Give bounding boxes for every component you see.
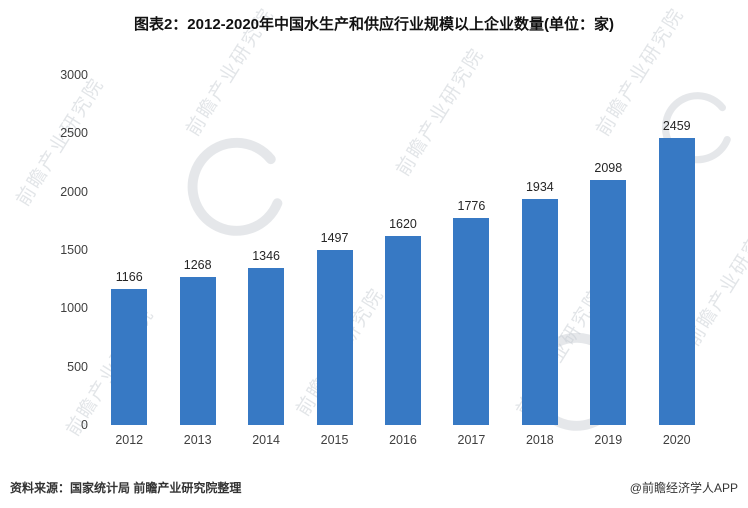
bar-group: 1346 bbox=[232, 75, 300, 425]
x-tick-label: 2013 bbox=[183, 433, 212, 447]
bar bbox=[316, 250, 353, 425]
bar bbox=[248, 267, 285, 425]
bar-group: 2459 bbox=[643, 75, 711, 425]
bar bbox=[521, 199, 558, 425]
bar bbox=[384, 236, 421, 425]
x-tick-label: 2012 bbox=[115, 433, 144, 447]
x-tick-label: 2020 bbox=[662, 433, 691, 447]
bar-value-label: 1620 bbox=[389, 217, 417, 231]
bar-group: 1934 bbox=[506, 75, 574, 425]
bar-value-label: 2459 bbox=[662, 119, 691, 134]
bar-group: 1620 bbox=[369, 75, 437, 425]
x-axis: 2012 2013 2014 2015 2016 2017 2018 2019 2020 bbox=[95, 433, 711, 447]
credit-note: @前瞻经济学人APP bbox=[629, 481, 738, 495]
y-tick-label: 0 bbox=[81, 418, 88, 432]
y-tick-label: 500 bbox=[67, 359, 88, 374]
y-tick-label: 1500 bbox=[60, 243, 88, 257]
bar-group: 1776 bbox=[437, 75, 505, 425]
bar-value-label: 1776 bbox=[457, 198, 486, 213]
y-tick-label: 2000 bbox=[60, 184, 88, 199]
bar bbox=[111, 288, 148, 425]
x-tick-label: 2019 bbox=[594, 433, 623, 447]
x-tick-label: 2017 bbox=[457, 433, 486, 447]
bar bbox=[179, 277, 216, 425]
x-tick-label: 2018 bbox=[525, 433, 554, 447]
y-tick-label: 2500 bbox=[60, 126, 88, 141]
bar-group: 1166 bbox=[95, 75, 163, 425]
bar-value-label: 1934 bbox=[525, 180, 554, 195]
bar bbox=[658, 138, 695, 425]
bar bbox=[453, 217, 490, 425]
bar bbox=[590, 180, 627, 425]
bar-group: 1497 bbox=[300, 75, 368, 425]
bar-value-label: 2098 bbox=[594, 161, 623, 176]
bar-value-label: 1346 bbox=[252, 248, 280, 263]
bar-group: 1268 bbox=[163, 75, 231, 425]
x-tick-label: 2016 bbox=[389, 433, 417, 447]
x-tick-label: 2014 bbox=[252, 433, 280, 447]
chart-title: 图表2：2012-2020年中国水生产和供应行业规模以上企业数量(单位：家) bbox=[133, 16, 615, 33]
bar-value-label: 1268 bbox=[183, 258, 212, 273]
source-note: 资料来源：国家统计局 前瞻产业研究院整理 bbox=[10, 481, 242, 495]
footer: 资料来源：国家统计局 前瞻产业研究院整理 @前瞻经济学人APP bbox=[0, 479, 748, 496]
y-tick-label: 3000 bbox=[60, 68, 88, 82]
bar-value-label: 1166 bbox=[115, 269, 143, 284]
y-axis: 0 500 1000 1500 2000 2500 3000 bbox=[30, 68, 88, 432]
bar-group: 2098 bbox=[574, 75, 642, 425]
x-tick-label: 2015 bbox=[320, 433, 349, 447]
y-tick-label: 1000 bbox=[60, 301, 88, 316]
bar-value-label: 1497 bbox=[320, 231, 349, 246]
plot-area: 1166 1268 1346 1497 1620 1776 1934 2098 2459 bbox=[95, 75, 711, 425]
